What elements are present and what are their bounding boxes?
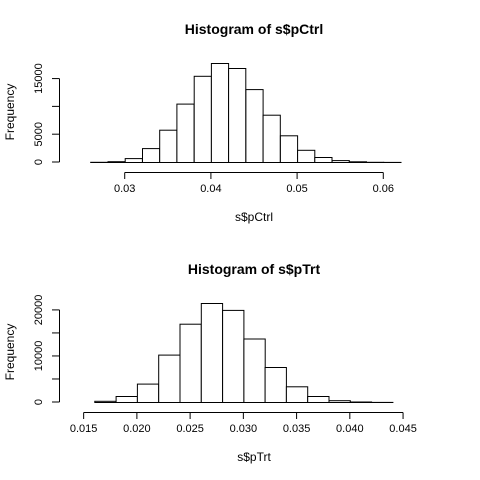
histogram-bar bbox=[331, 160, 350, 164]
bar-group bbox=[90, 63, 402, 164]
x-tick-label: 0.020 bbox=[123, 423, 151, 435]
histogram-bar bbox=[124, 158, 143, 164]
y-tick-label: 10000 bbox=[33, 341, 45, 372]
histogram-bar bbox=[107, 161, 126, 163]
histogram-bar bbox=[297, 149, 316, 164]
chart-title: Histogram of s$pTrt bbox=[188, 261, 321, 277]
y-tick-label: 0 bbox=[33, 159, 45, 165]
x-tick-label: 0.045 bbox=[389, 423, 417, 435]
y-axis-label: Frequency bbox=[3, 324, 17, 381]
histogram-bar bbox=[193, 75, 212, 163]
y-tick-label: 5000 bbox=[33, 122, 45, 146]
histogram-bar bbox=[200, 303, 224, 403]
x-tick-label: 0.035 bbox=[283, 423, 311, 435]
histogram-bar bbox=[159, 129, 178, 163]
histogram-bar bbox=[94, 400, 117, 403]
histogram-bar bbox=[314, 157, 333, 163]
histogram-bar bbox=[115, 396, 138, 403]
histogram-bar bbox=[142, 148, 161, 164]
x-tick-label: 0.05 bbox=[286, 183, 307, 195]
x-axis-label: s$pTrt bbox=[237, 450, 271, 464]
histogram-ptrt: Histogram of s$pTrt s$pTrt Frequency 0.0… bbox=[3, 261, 417, 464]
histogram-bar bbox=[158, 354, 181, 404]
y-axis: 0 10000 20000 bbox=[33, 295, 60, 405]
histogram-bar bbox=[176, 103, 195, 163]
x-tick-label: 0.030 bbox=[230, 423, 258, 435]
bar-group bbox=[94, 303, 394, 404]
x-tick-label: 0.04 bbox=[200, 183, 221, 195]
x-tick-label: 0.025 bbox=[176, 423, 204, 435]
x-tick-label: 0.015 bbox=[70, 423, 98, 435]
x-tick-label: 0.03 bbox=[114, 183, 135, 195]
histogram-bar bbox=[222, 309, 245, 403]
histogram-bar bbox=[179, 323, 202, 404]
histogram-bar bbox=[348, 161, 367, 164]
histogram-bar bbox=[243, 338, 266, 403]
histogram-bar bbox=[245, 89, 264, 163]
y-axis-label: Frequency bbox=[3, 84, 17, 141]
histogram-bar bbox=[136, 383, 160, 404]
histogram-bar bbox=[262, 114, 281, 163]
histogram-bar bbox=[307, 396, 330, 403]
histogram-bar bbox=[349, 401, 373, 403]
y-tick-label: 15000 bbox=[33, 63, 45, 94]
histogram-bar bbox=[285, 386, 309, 403]
histogram-bar bbox=[279, 135, 299, 164]
y-tick-label: 0 bbox=[33, 399, 45, 405]
x-axis: 0.015 0.020 0.025 0.030 0.035 0.040 0.045 bbox=[70, 412, 417, 435]
x-tick-label: 0.06 bbox=[373, 183, 394, 195]
x-tick-label: 0.040 bbox=[336, 423, 364, 435]
x-axis-label: s$pCtrl bbox=[235, 210, 273, 224]
histogram-bar bbox=[210, 63, 230, 163]
histogram-bar bbox=[228, 68, 247, 163]
histogram-bar bbox=[264, 367, 287, 403]
histogram-bar bbox=[328, 400, 351, 404]
histogram-pctrl: Histogram of s$pCtrl s$pCtrl Frequency 0… bbox=[3, 21, 402, 224]
chart-title: Histogram of s$pCtrl bbox=[185, 21, 323, 37]
y-axis: 0 5000 15000 bbox=[33, 63, 60, 165]
x-axis: 0.03 0.04 0.05 0.06 bbox=[114, 172, 394, 195]
y-tick-label: 20000 bbox=[33, 295, 45, 326]
